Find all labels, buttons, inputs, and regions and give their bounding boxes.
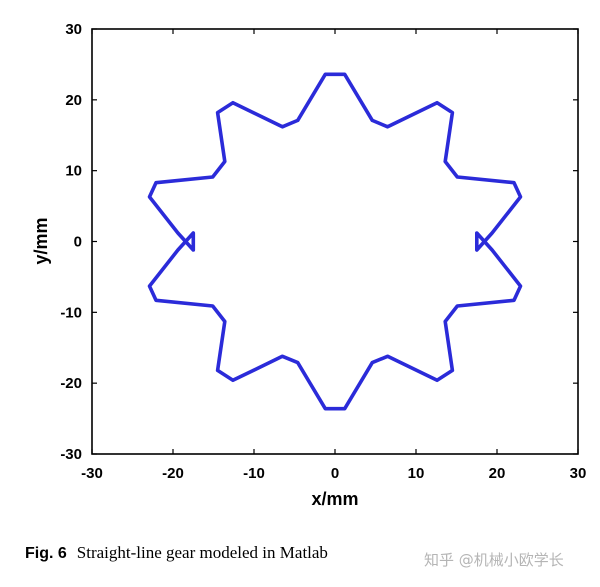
series-layer [147, 72, 523, 411]
x-tick-label: -20 [162, 465, 184, 482]
y-tick-label: 30 [65, 21, 82, 38]
y-axis-label: y/mm [31, 217, 51, 264]
y-tick-label: 0 [74, 234, 82, 251]
y-tick-label: -20 [60, 375, 82, 392]
caption-text: Straight-line gear modeled in Matlab [76, 543, 328, 562]
x-tick-label: -30 [81, 465, 103, 482]
y-tick-label: -10 [60, 304, 82, 321]
y-tick-label: 10 [65, 163, 82, 180]
figure-caption: Fig. 6 Straight-line gear modeled in Matl… [25, 543, 328, 563]
x-tick-label: 10 [408, 465, 425, 482]
figure-number: Fig. 6 [25, 545, 67, 562]
x-axis-label: x/mm [311, 489, 358, 509]
x-tick-labels: -30 -20 -10 0 10 20 30 [81, 465, 586, 482]
x-tick-label: 20 [489, 465, 506, 482]
tick-marks [91, 28, 579, 455]
y-tick-label: 20 [65, 92, 82, 109]
plot-frame [91, 28, 579, 455]
x-tick-label: -10 [243, 465, 265, 482]
gear-chart: -30 -20 -10 0 10 20 30 -30 -20 -10 0 10 20 30 x/mm y… [31, 21, 586, 509]
gear-profile-line [147, 72, 523, 411]
x-tick-label: 30 [570, 465, 587, 482]
y-tick-labels: -30 -20 -10 0 10 20 30 [60, 21, 82, 463]
x-tick-label: 0 [331, 465, 339, 482]
y-tick-label: -30 [60, 446, 82, 463]
watermark: 知乎 @机械小欧学长 [424, 551, 564, 569]
